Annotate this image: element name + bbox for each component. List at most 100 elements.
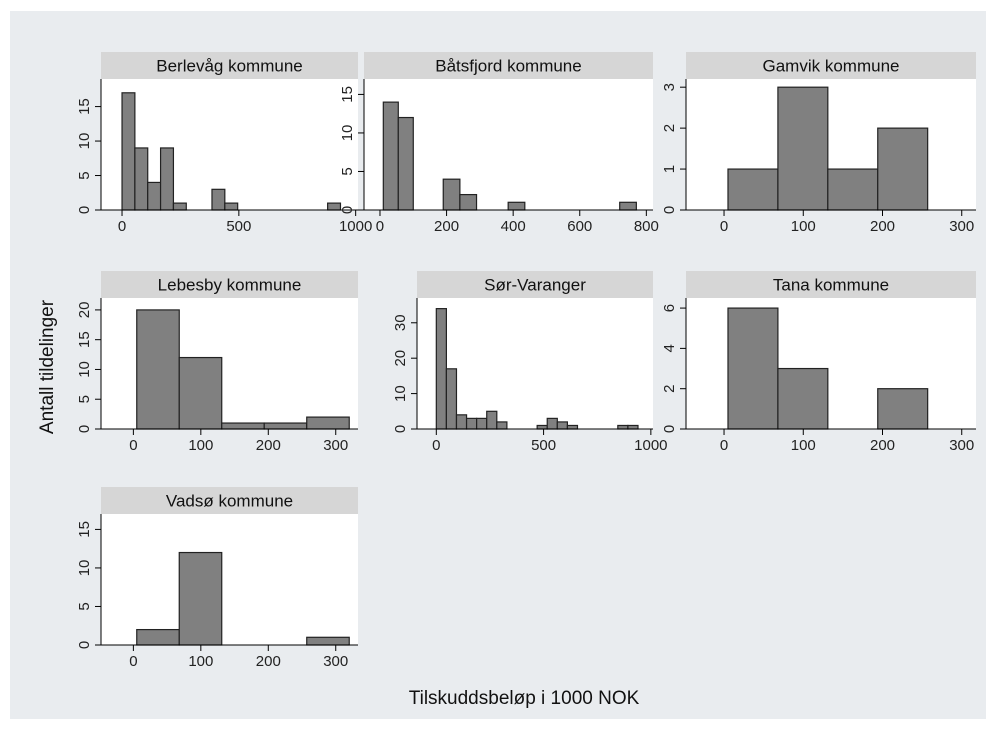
y-tick-label: 15 <box>339 86 356 103</box>
figure-background: Antall tildelinger Tilskuddsbeløp i 1000… <box>10 11 986 719</box>
x-tick-label: 100 <box>188 437 213 454</box>
histogram-panel: Sør-Varanger 0 500 1000 0 10 20 30 <box>392 271 668 454</box>
y-tick-label: 15 <box>76 331 93 348</box>
histogram-bar <box>224 202 239 211</box>
x-tick-label: 100 <box>188 653 213 670</box>
histogram-bar <box>556 421 568 430</box>
y-tick-label: 30 <box>392 314 409 331</box>
x-tick-label: 500 <box>226 218 251 235</box>
y-tick-label: 6 <box>661 304 678 312</box>
histogram-bar <box>159 147 175 211</box>
x-tick-label: 0 <box>129 653 137 670</box>
histogram-grid: Antall tildelinger Tilskuddsbeløp i 1000… <box>37 52 976 709</box>
y-tick-label: 20 <box>392 350 409 367</box>
panel-title: Båtsfjord kommune <box>435 57 581 76</box>
histogram-bar <box>221 422 265 430</box>
x-tick-label: 0 <box>720 218 728 235</box>
histogram-bar <box>211 188 226 211</box>
x-tick-label: 300 <box>323 437 348 454</box>
histogram-bar <box>727 307 779 430</box>
x-tick-label: 500 <box>531 437 556 454</box>
x-tick-label: 600 <box>567 218 592 235</box>
histogram-bar <box>263 422 308 430</box>
x-tick-label: 300 <box>949 437 974 454</box>
histogram-bar <box>617 424 629 430</box>
x-tick-label: 1000 <box>634 437 667 454</box>
y-axis-title: Antall tildelinger <box>37 299 58 434</box>
y-tick-label: 4 <box>661 344 678 352</box>
histogram-bar <box>627 424 639 430</box>
x-tick-label: 800 <box>634 218 659 235</box>
histogram-panel: Tana kommune 0 100 200 300 0 2 4 6 <box>661 271 976 454</box>
x-tick-label: 1000 <box>339 218 372 235</box>
histogram-bar <box>465 417 478 430</box>
panel-header <box>101 52 358 79</box>
y-tick-label: 5 <box>76 602 93 610</box>
histogram-bar <box>877 388 929 430</box>
x-tick-label: 0 <box>376 218 384 235</box>
panel-title: Vadsø kommune <box>166 492 293 511</box>
x-tick-label: 0 <box>432 437 440 454</box>
histogram-bar <box>134 147 149 211</box>
histogram-bar <box>507 201 526 211</box>
y-tick-label: 5 <box>76 171 93 179</box>
y-tick-label: 0 <box>76 425 93 433</box>
histogram-bar <box>619 201 637 211</box>
x-tick-label: 200 <box>256 653 281 670</box>
y-tick-label: 10 <box>76 560 93 577</box>
histogram-bar <box>382 101 399 211</box>
histogram-bar <box>566 424 579 430</box>
histogram-bar <box>496 421 508 430</box>
panel-header <box>686 52 976 79</box>
histogram-bar <box>459 193 478 211</box>
y-tick-label: 15 <box>76 521 93 538</box>
histogram-bar <box>877 127 929 211</box>
histogram-bar <box>476 417 488 430</box>
y-tick-label: 1 <box>661 165 678 173</box>
histogram-bar <box>827 168 879 211</box>
x-axis-title: Tilskuddsbeløp i 1000 NOK <box>409 688 640 709</box>
x-tick-label: 300 <box>323 653 348 670</box>
y-tick-label: 5 <box>76 395 93 403</box>
histogram-bar <box>442 178 461 211</box>
histogram-panel: Lebesby kommune 0 100 200 300 0 5 10 15 20 <box>76 271 358 454</box>
panel-title: Lebesby kommune <box>158 276 302 295</box>
y-tick-label: 0 <box>392 425 409 433</box>
histogram-bar <box>121 92 136 211</box>
histogram-bar <box>727 168 779 211</box>
y-tick-label: 0 <box>661 206 678 214</box>
y-tick-label: 10 <box>392 385 409 402</box>
y-tick-label: 20 <box>76 302 93 319</box>
y-tick-label: 0 <box>76 206 93 214</box>
y-tick-label: 2 <box>661 385 678 393</box>
y-tick-label: 0 <box>661 425 678 433</box>
plot-area <box>101 514 358 645</box>
histogram-bar <box>536 424 548 430</box>
x-tick-label: 200 <box>434 218 459 235</box>
panel-header <box>101 487 358 514</box>
y-tick-label: 5 <box>339 167 356 175</box>
histogram-bar <box>435 308 447 430</box>
panel-header <box>101 271 358 298</box>
y-tick-label: 10 <box>76 133 93 150</box>
histogram-bar <box>172 202 187 211</box>
x-tick-label: 400 <box>501 218 526 235</box>
y-tick-label: 2 <box>661 124 678 132</box>
panel-header <box>364 52 653 79</box>
panel-header <box>686 271 976 298</box>
y-tick-label: 10 <box>339 125 356 142</box>
x-tick-label: 100 <box>791 437 816 454</box>
histogram-panel: Gamvik kommune 0 100 200 300 0 1 2 3 <box>661 52 976 235</box>
histogram-bar <box>306 416 350 430</box>
histogram-bar <box>136 309 180 430</box>
x-tick-label: 200 <box>870 437 895 454</box>
histogram-bar <box>777 86 829 211</box>
y-tick-label: 3 <box>661 83 678 91</box>
x-tick-label: 0 <box>129 437 137 454</box>
histogram-bar <box>445 368 458 430</box>
histogram-bar <box>455 414 468 430</box>
y-tick-label: 10 <box>76 361 93 378</box>
x-tick-label: 0 <box>118 218 126 235</box>
y-tick-label: 0 <box>76 641 93 649</box>
panel-header <box>417 271 653 298</box>
